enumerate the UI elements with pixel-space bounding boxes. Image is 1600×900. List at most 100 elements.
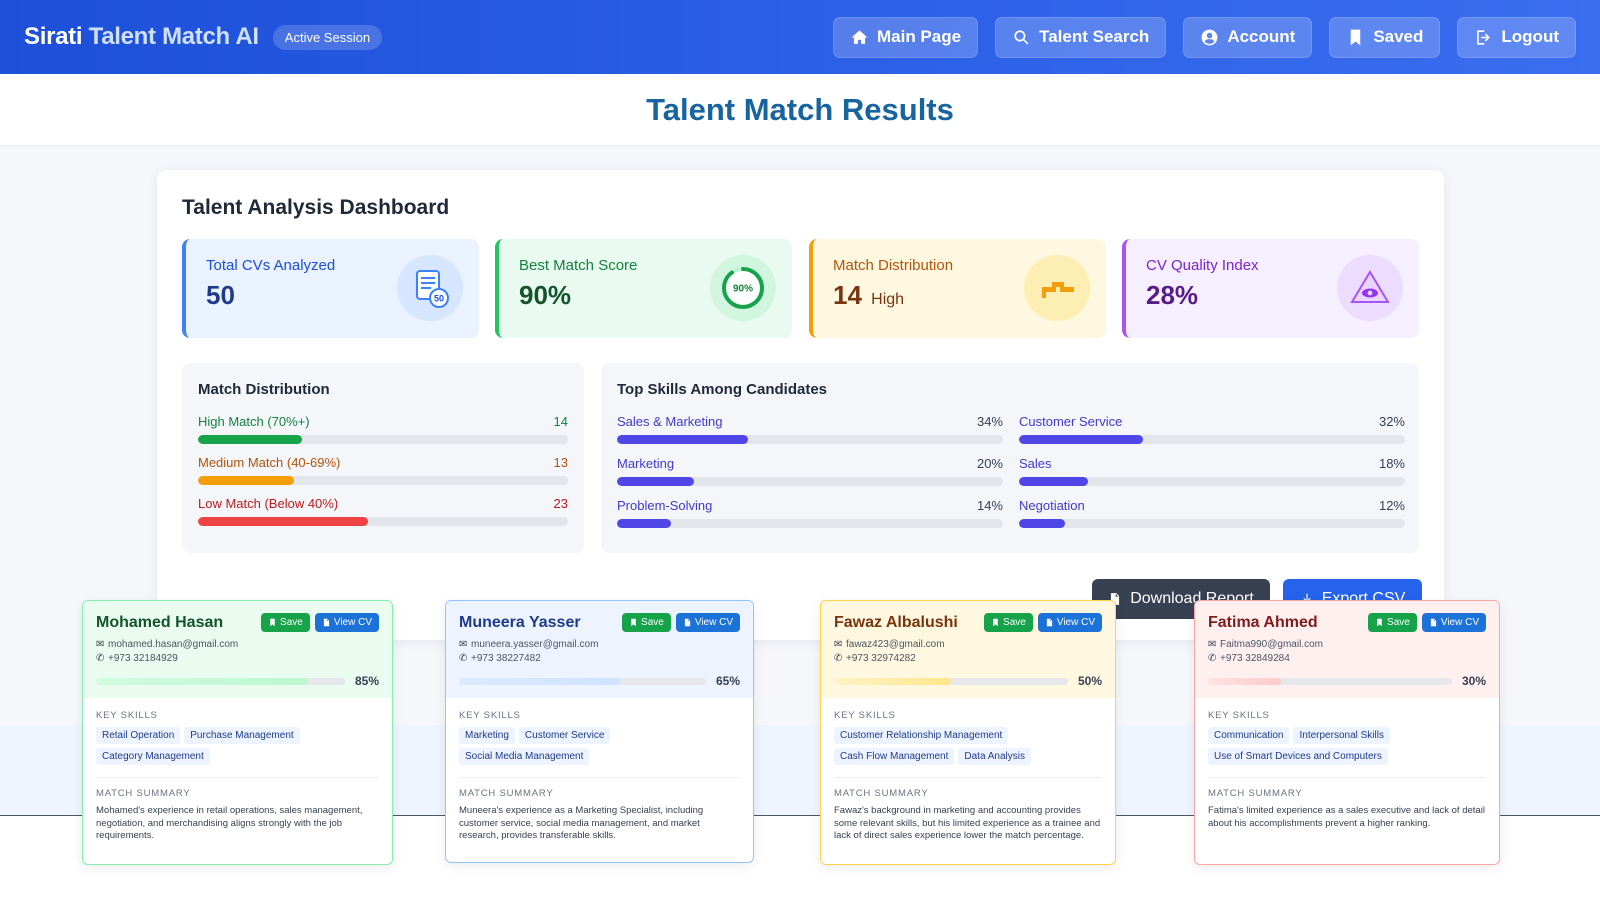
match-summary-label: MATCH SUMMARY — [96, 788, 191, 799]
skill-tags: Communication Interpersonal Skills Use of … — [1208, 727, 1486, 778]
distribution-count: 13 — [553, 455, 568, 470]
quality-eye-icon — [1337, 255, 1403, 321]
contact-info: ✉ fawaz423@gmail.com ✆ +973 32974282 — [834, 638, 1102, 666]
skill-row: Sales 18% — [1019, 456, 1405, 486]
candidate-card: Fawaz Albalushi Save View CV ✉ fawaz423@gmai… — [820, 600, 1116, 865]
card-actions: Save View CV — [984, 613, 1102, 632]
nav-saved-button[interactable]: Saved — [1329, 16, 1441, 58]
card-body: KEY SKILLS Communication Interpersonal Ski… — [1195, 698, 1499, 842]
candidate-email[interactable]: fawaz423@gmail.com — [846, 639, 945, 650]
ring-text: 90% — [733, 284, 753, 295]
progress-track — [1019, 519, 1405, 528]
envelope-icon: ✉ — [1208, 639, 1217, 650]
file-icon — [1430, 618, 1436, 627]
view-cv-button[interactable]: View CV — [314, 613, 379, 632]
candidate-name: Mohamed Hasan — [96, 613, 224, 631]
card-actions: Save View CV — [261, 613, 379, 632]
nav-account-button[interactable]: Account — [1183, 16, 1313, 58]
skill-tag: Use of Smart Devices and Computers — [1208, 748, 1388, 765]
skill-row: Marketing 20% — [617, 456, 1003, 486]
bar-head: Problem-Solving 14% — [617, 498, 1003, 513]
brand-name: Sirati Talent Match AI — [24, 23, 259, 50]
progress-track — [1019, 477, 1405, 486]
skill-tags: Marketing Customer Service Social Media Ma… — [459, 727, 740, 778]
candidate-name: Fawaz Albalushi — [834, 613, 958, 631]
phone-row: ✆ +973 32974282 — [834, 652, 1102, 666]
brand[interactable]: Sirati Talent Match AI Active Session — [24, 23, 383, 51]
candidate-email[interactable]: Faitma990@gmail.com — [1220, 639, 1323, 650]
bookmark-icon — [631, 618, 636, 627]
candidate-card: Fatima Ahmed Save View CV ✉ Faitma990@gmail.… — [1194, 600, 1500, 865]
title-band: Talent Match Results — [0, 74, 1600, 146]
document-stack-icon: 50 — [397, 255, 463, 321]
view-cv-button[interactable]: View CV — [1421, 613, 1486, 632]
envelope-icon: ✉ — [834, 639, 843, 650]
candidate-card: Mohamed Hasan Save View CV ✉ mohamed.hasan@g… — [82, 600, 393, 865]
bar-head: Marketing 20% — [617, 456, 1003, 471]
nav-logout-button[interactable]: Logout — [1457, 16, 1576, 58]
phone-icon: ✆ — [1208, 653, 1217, 664]
key-skills-label: KEY SKILLS — [96, 710, 158, 721]
contact-info: ✉ muneera.yasser@gmail.com ✆ +973 38227482 — [459, 638, 740, 666]
card-body: KEY SKILLS Marketing Customer Service Socia… — [446, 698, 753, 855]
progress-fill — [198, 435, 302, 444]
skill-percent: 34% — [976, 414, 1003, 429]
candidate-email[interactable]: mohamed.hasan@gmail.com — [108, 639, 239, 650]
phone-row: ✆ +973 32849284 — [1208, 652, 1486, 666]
view-cv-button[interactable]: View CV — [675, 613, 740, 632]
progress-fill — [1019, 519, 1066, 528]
home-icon — [851, 29, 868, 44]
bar-head: Customer Service 32% — [1019, 414, 1405, 429]
score-fill — [1208, 677, 1282, 685]
phone-icon: ✆ — [96, 653, 105, 664]
progress-fill — [1019, 435, 1143, 444]
score-track — [834, 677, 1068, 685]
progress-fill — [198, 517, 369, 526]
candidate-phone[interactable]: +973 32184929 — [108, 653, 178, 664]
nav-main-page-button[interactable]: Main Page — [832, 16, 979, 58]
distribution-count: 14 — [553, 414, 568, 429]
skill-tag: Marketing — [459, 727, 515, 744]
skill-tag: Retail Operation — [96, 727, 181, 744]
search-icon — [1014, 29, 1029, 44]
candidate-phone[interactable]: +973 38227482 — [471, 653, 541, 664]
phone-icon: ✆ — [459, 653, 468, 664]
save-candidate-button[interactable]: Save — [622, 613, 671, 632]
stat-total-cvs: Total CVs Analyzed 50 50 — [182, 239, 479, 338]
match-summary: Muneera's experience as a Marketing Spec… — [459, 805, 704, 841]
box-title: Match Distribution — [198, 381, 330, 398]
distribution-row: Medium Match (40-69%) 13 — [198, 455, 568, 485]
candidate-phone[interactable]: +973 32974282 — [846, 653, 916, 664]
divider — [0, 815, 1600, 816]
skill-name: Problem-Solving — [617, 498, 713, 513]
view-cv-button[interactable]: View CV — [1037, 613, 1102, 632]
file-icon — [1046, 618, 1052, 627]
email-row: ✉ fawaz423@gmail.com — [834, 638, 1102, 652]
stat-value: 50 — [206, 280, 235, 310]
skill-tag: Customer Service — [518, 727, 611, 744]
card-head: Mohamed Hasan Save View CV — [96, 613, 379, 632]
stat-icon-badge: 50 — [434, 294, 444, 304]
skills-grid: Sales & Marketing 34% Customer Service 32% M… — [617, 414, 1405, 528]
save-candidate-button[interactable]: Save — [261, 613, 310, 632]
save-candidate-button[interactable]: Save — [1368, 613, 1417, 632]
skill-percent: 14% — [976, 498, 1003, 513]
candidate-phone[interactable]: +973 32849284 — [1220, 653, 1290, 664]
nav-talent-search-button[interactable]: Talent Search — [995, 16, 1167, 58]
skill-tag: Interpersonal Skills — [1293, 727, 1390, 744]
candidate-email[interactable]: muneera.yasser@gmail.com — [471, 639, 599, 650]
distribution-icon — [1024, 255, 1090, 321]
progress-fill — [617, 477, 695, 486]
stat-label: Total CVs Analyzed — [206, 257, 336, 274]
progress-fill — [617, 519, 672, 528]
distribution-list: High Match (70%+) 14 Medium Match (40-69%)… — [198, 414, 568, 526]
stat-suffix: High — [871, 291, 905, 308]
progress-track — [198, 476, 568, 485]
progress-fill — [198, 476, 295, 485]
skill-name: Marketing — [617, 456, 675, 471]
skill-row: Sales & Marketing 34% — [617, 414, 1003, 444]
skill-name: Customer Service — [1019, 414, 1123, 429]
save-candidate-button[interactable]: Save — [984, 613, 1033, 632]
card-body: KEY SKILLS Customer Relationship Manageme… — [821, 698, 1115, 855]
key-skills-label: KEY SKILLS — [459, 710, 521, 721]
